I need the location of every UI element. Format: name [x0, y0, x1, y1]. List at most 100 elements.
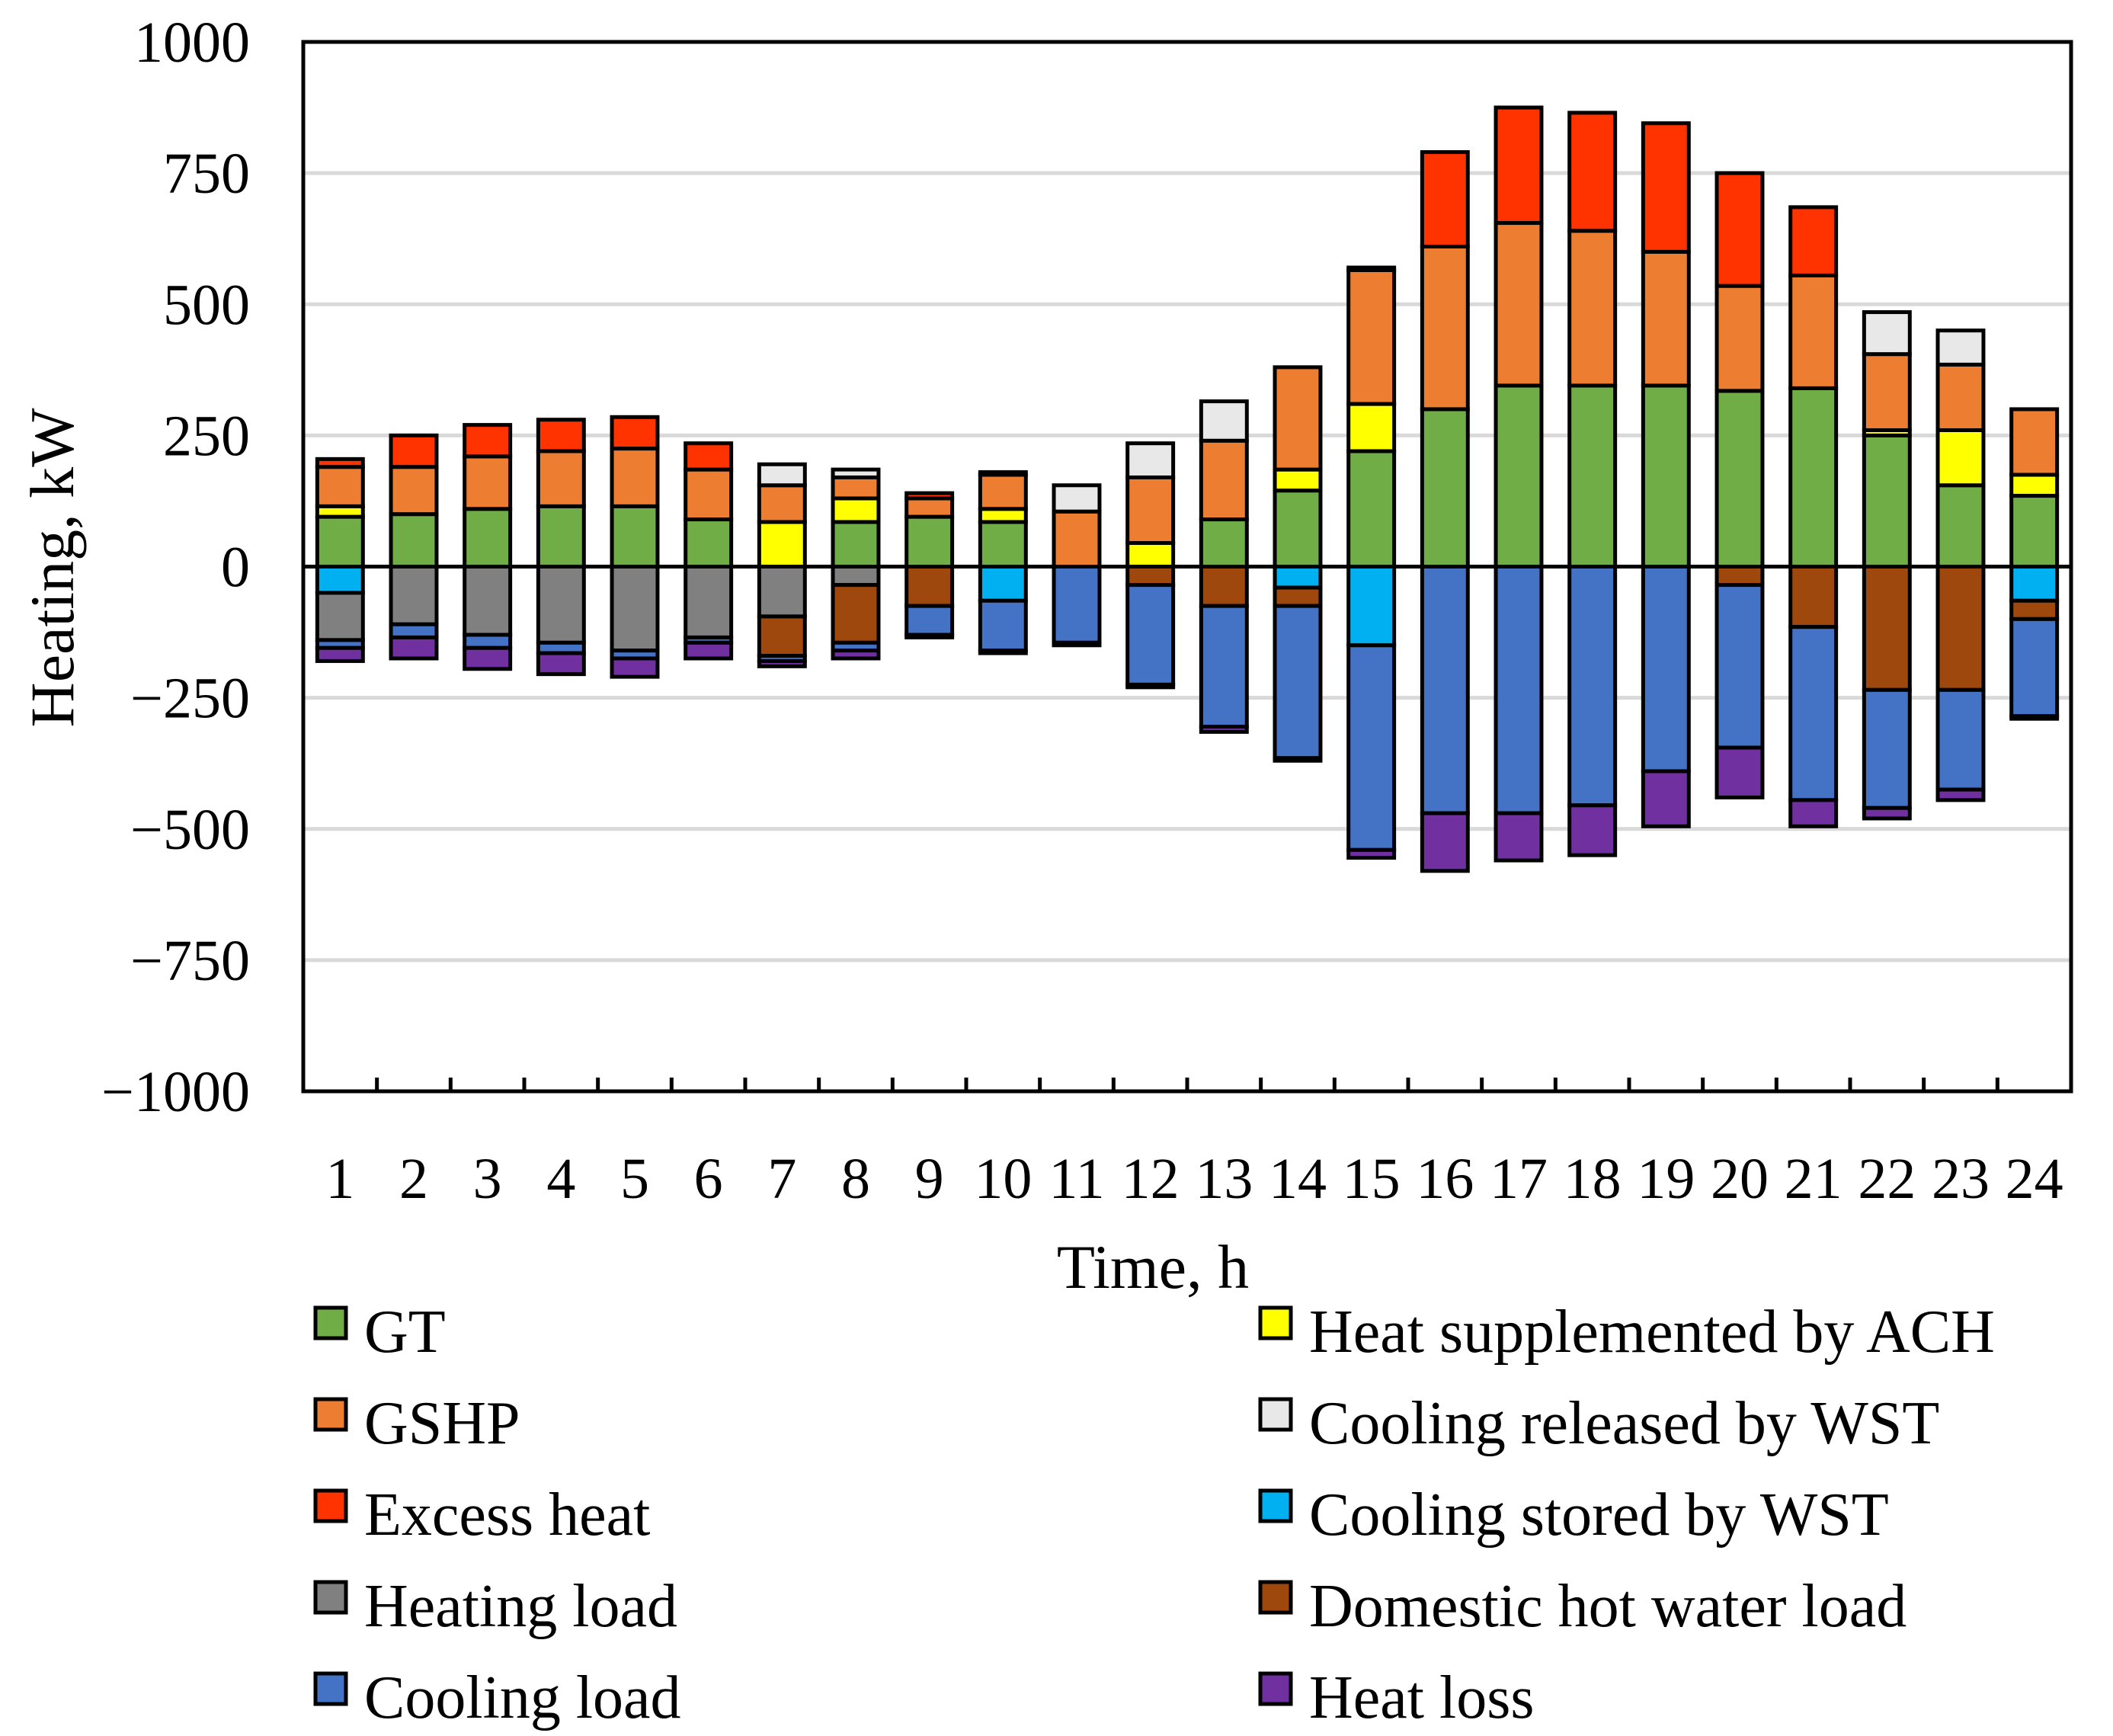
bar-segment	[1788, 625, 1839, 802]
bar-segment	[978, 470, 1028, 477]
bar-segment	[463, 565, 513, 637]
legend-label: Cooling load	[364, 1664, 681, 1731]
y-tick-label: 1000	[134, 11, 250, 75]
x-tick-label: 24	[2006, 1147, 2063, 1211]
legend-swatch	[1258, 1305, 1293, 1340]
bar-segment	[463, 645, 513, 671]
bar-segment	[1862, 352, 1912, 432]
x-tick-label: 10	[974, 1147, 1032, 1211]
bar-segment	[1567, 803, 1618, 857]
y-tick-label: 250	[163, 404, 250, 468]
bar-segment	[1346, 265, 1397, 272]
bar-segment	[315, 645, 365, 663]
bar-segment	[536, 651, 586, 677]
bar-segment	[978, 520, 1028, 569]
bar-segment	[904, 633, 955, 639]
x-tick-label: 23	[1932, 1147, 1990, 1211]
bar-segment	[1125, 541, 1176, 569]
bar-segment	[978, 649, 1028, 655]
y-tick-labels: 1000 750 500 250 0 −250 −500 −750 −1000	[101, 11, 250, 1124]
bar-segment	[1125, 682, 1176, 690]
bar-segment	[831, 520, 881, 569]
bar-segment	[536, 449, 586, 508]
bar-segment	[1420, 150, 1470, 249]
bar-segment	[1862, 565, 1912, 692]
legend-label: Heating load	[364, 1573, 677, 1640]
legend-swatch	[313, 1397, 348, 1432]
legend-swatch	[313, 1580, 348, 1615]
x-tick-label: 8	[841, 1147, 870, 1211]
y-axis-title: Heating, kW	[18, 408, 87, 728]
bar-segment	[389, 565, 439, 626]
legend-swatch	[313, 1488, 348, 1523]
bar-segment	[1935, 428, 1986, 488]
bar-segment	[831, 467, 881, 479]
bar-segment	[1273, 604, 1323, 761]
bar-segment	[1714, 283, 1765, 393]
bar-segment	[978, 565, 1028, 603]
bar-segment	[757, 462, 807, 488]
bar-segment	[1273, 467, 1323, 493]
x-tick-label: 16	[1416, 1147, 1474, 1211]
bar-segment	[1714, 583, 1765, 750]
x-tick-label: 22	[1858, 1147, 1916, 1211]
bar-segment	[1567, 229, 1618, 388]
bar-segment	[1052, 483, 1102, 514]
x-tick-label: 19	[1637, 1147, 1695, 1211]
bar-segment	[610, 447, 660, 508]
x-tick-label: 17	[1490, 1147, 1548, 1211]
y-tick-label: −500	[130, 798, 250, 862]
bar-segment	[1862, 687, 1912, 810]
legend: GT GSHP Excess heat Heating load Cooling loa…	[313, 1299, 1995, 1731]
bar-segment	[1641, 769, 1691, 828]
bar-segment	[1199, 438, 1249, 522]
bar-segment	[757, 520, 807, 569]
bar-segment	[831, 649, 881, 661]
bar-segment	[1494, 105, 1544, 226]
bar-segment	[684, 517, 734, 569]
bar-segment	[1125, 475, 1176, 546]
y-tick-label: 500	[163, 273, 250, 337]
legend-label: Cooling stored by WST	[1309, 1481, 1889, 1549]
x-tick-label: 9	[915, 1147, 944, 1211]
x-tick-label: 13	[1195, 1147, 1253, 1211]
bar-segment	[1494, 221, 1544, 388]
bar-segment	[757, 658, 807, 668]
bar-segment	[1567, 383, 1618, 569]
bar-segment	[1935, 328, 1986, 367]
bar-segment	[831, 565, 881, 588]
bar-segment	[1862, 806, 1912, 821]
bar-segment	[2009, 494, 2060, 569]
bar-segment	[831, 496, 881, 524]
bar-segment	[684, 467, 734, 522]
bar-segment	[904, 604, 955, 637]
bar-segment	[463, 454, 513, 511]
bar-segment	[1346, 847, 1397, 860]
x-tick-label: 20	[1711, 1147, 1769, 1211]
bar-segment	[463, 633, 513, 650]
bar-segment	[389, 465, 439, 517]
legend-label: GT	[364, 1299, 446, 1366]
bar-segment	[1199, 399, 1249, 443]
bar-segment	[1052, 509, 1102, 569]
x-tick-label: 3	[473, 1147, 502, 1211]
bar-segment	[1641, 565, 1691, 774]
bar-segment	[2009, 472, 2060, 498]
bar-segment	[389, 635, 439, 661]
bar-segment	[1567, 111, 1618, 233]
bar-segment	[1273, 585, 1323, 608]
bar-segment	[536, 565, 586, 645]
bar-segment	[1714, 565, 1765, 588]
x-tick-label: 1	[325, 1147, 354, 1211]
bars	[315, 105, 2060, 873]
bar-segment	[315, 591, 365, 642]
bar-segment	[1346, 565, 1397, 648]
bar-segment	[1199, 604, 1249, 729]
bar-segment	[1862, 433, 1912, 569]
x-tick-label: 18	[1564, 1147, 1622, 1211]
bar-segment	[2009, 714, 2060, 721]
bar-segment	[463, 507, 513, 569]
bar-segment	[1346, 643, 1397, 852]
bar-segment	[1788, 386, 1839, 569]
legend-swatch	[1258, 1488, 1293, 1523]
